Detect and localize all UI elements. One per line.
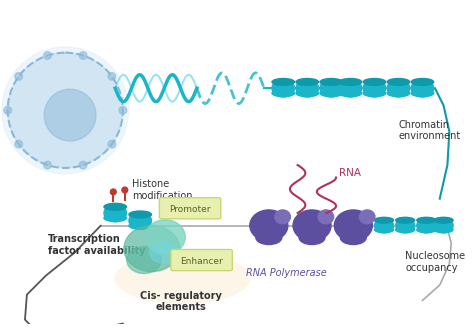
Ellipse shape <box>374 217 393 223</box>
Circle shape <box>44 52 51 59</box>
Ellipse shape <box>272 78 294 85</box>
Ellipse shape <box>320 90 343 97</box>
Ellipse shape <box>411 78 434 85</box>
Ellipse shape <box>150 242 177 263</box>
Circle shape <box>4 107 11 114</box>
Ellipse shape <box>296 79 319 97</box>
Ellipse shape <box>145 220 185 254</box>
Ellipse shape <box>293 210 331 241</box>
Ellipse shape <box>363 78 386 85</box>
Ellipse shape <box>363 79 386 97</box>
Ellipse shape <box>339 78 362 85</box>
Ellipse shape <box>296 90 319 97</box>
Ellipse shape <box>339 79 362 97</box>
Ellipse shape <box>396 218 415 233</box>
Ellipse shape <box>417 218 436 233</box>
Ellipse shape <box>434 218 453 233</box>
Ellipse shape <box>129 212 151 229</box>
Ellipse shape <box>396 227 415 233</box>
Text: RNA Polymerase: RNA Polymerase <box>246 268 327 278</box>
Ellipse shape <box>275 210 291 224</box>
Ellipse shape <box>374 218 393 233</box>
Ellipse shape <box>411 79 434 97</box>
Ellipse shape <box>318 210 334 224</box>
Ellipse shape <box>363 90 386 97</box>
Ellipse shape <box>104 204 127 222</box>
Ellipse shape <box>340 231 366 245</box>
Ellipse shape <box>296 78 319 85</box>
Ellipse shape <box>124 225 180 272</box>
Ellipse shape <box>104 214 127 221</box>
Ellipse shape <box>359 210 375 224</box>
Ellipse shape <box>250 210 288 241</box>
Ellipse shape <box>104 203 127 210</box>
Circle shape <box>44 161 51 169</box>
Circle shape <box>110 189 116 195</box>
Circle shape <box>15 72 23 80</box>
Ellipse shape <box>127 247 161 273</box>
Ellipse shape <box>320 78 343 85</box>
Ellipse shape <box>434 227 453 233</box>
Ellipse shape <box>8 53 123 168</box>
Text: RNA: RNA <box>339 168 361 178</box>
Circle shape <box>15 140 23 148</box>
Ellipse shape <box>339 90 362 97</box>
Circle shape <box>79 52 87 59</box>
Ellipse shape <box>411 90 434 97</box>
Circle shape <box>119 107 127 114</box>
Ellipse shape <box>387 78 410 85</box>
Circle shape <box>122 187 128 193</box>
Circle shape <box>108 140 116 148</box>
Text: Nucleosome
occupancy: Nucleosome occupancy <box>405 252 465 273</box>
Text: Chromatin
environment: Chromatin environment <box>399 120 461 141</box>
Text: Cis- regulatory
elements: Cis- regulatory elements <box>139 291 221 312</box>
Ellipse shape <box>129 222 151 229</box>
Ellipse shape <box>299 231 325 245</box>
Ellipse shape <box>387 79 410 97</box>
Ellipse shape <box>2 47 128 174</box>
Text: Transcription
factor availability: Transcription factor availability <box>48 234 146 256</box>
Ellipse shape <box>129 211 151 218</box>
Ellipse shape <box>374 227 393 233</box>
Ellipse shape <box>334 210 373 241</box>
Ellipse shape <box>272 90 294 97</box>
Ellipse shape <box>272 79 294 97</box>
Ellipse shape <box>417 227 436 233</box>
Ellipse shape <box>417 217 436 223</box>
Ellipse shape <box>387 90 410 97</box>
Ellipse shape <box>434 217 453 223</box>
Ellipse shape <box>256 231 282 245</box>
Text: Histone
modification: Histone modification <box>133 179 193 201</box>
Ellipse shape <box>44 89 96 141</box>
FancyBboxPatch shape <box>171 250 232 271</box>
FancyBboxPatch shape <box>159 198 221 219</box>
Ellipse shape <box>115 253 250 303</box>
Text: Promoter: Promoter <box>169 205 211 214</box>
Text: Enhancer: Enhancer <box>180 257 223 265</box>
Ellipse shape <box>320 79 343 97</box>
Ellipse shape <box>396 217 415 223</box>
Circle shape <box>108 72 116 80</box>
Circle shape <box>79 161 87 169</box>
